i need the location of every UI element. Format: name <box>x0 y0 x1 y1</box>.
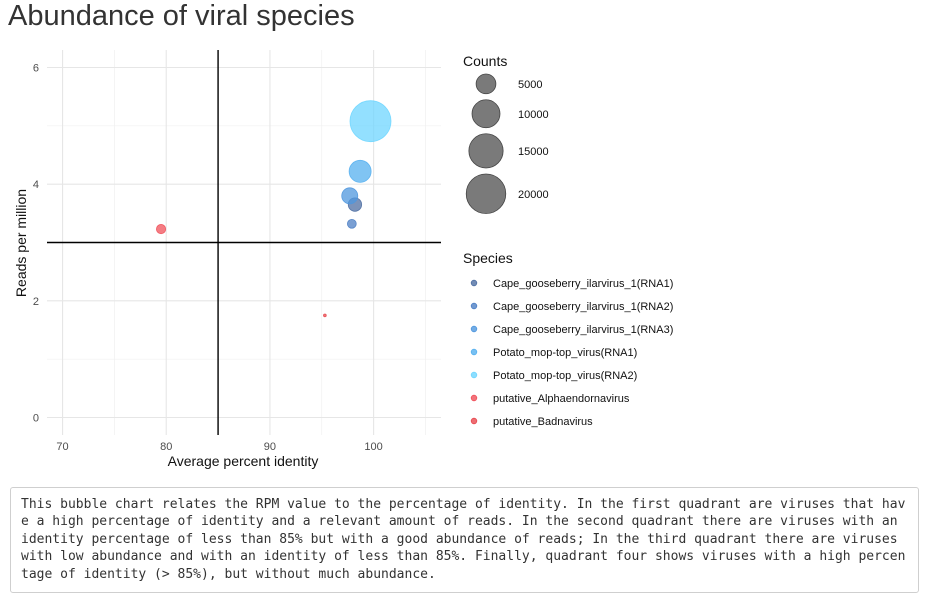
size-legend-label: 15000 <box>518 146 549 158</box>
size-legend-key <box>471 99 501 129</box>
size-legend-label: 5000 <box>518 79 542 91</box>
y-axis-ticks: 0 2 4 6 <box>33 63 39 425</box>
x-tick-label: 70 <box>56 441 68 453</box>
color-legend-label: Potato_mop-top_virus(RNA1) <box>493 347 637 359</box>
color-legend-title: Species <box>463 250 513 266</box>
y-axis-label: Reads per million <box>13 189 29 297</box>
color-legend-label: putative_Badnavirus <box>493 416 593 428</box>
size-legend-title: Counts <box>463 53 507 69</box>
y-tick-label: 0 <box>33 413 39 425</box>
y-tick-label: 2 <box>33 296 39 308</box>
color-legend-key <box>470 279 478 287</box>
color-legend-key <box>470 302 478 310</box>
color-legend: Cape_gooseberry_ilarvirus_1(RNA1) Cape_go… <box>470 278 673 428</box>
data-point <box>341 187 359 205</box>
x-tick-label: 80 <box>160 441 172 453</box>
color-legend-label: Cape_gooseberry_ilarvirus_1(RNA1) <box>493 278 673 290</box>
y-tick-label: 4 <box>33 179 39 191</box>
color-legend-key <box>470 348 478 356</box>
color-legend-label: Potato_mop-top_virus(RNA2) <box>493 370 637 382</box>
data-point <box>349 100 392 143</box>
chart-description: This bubble chart relates the RPM value … <box>10 487 919 593</box>
size-legend-label: 20000 <box>518 189 549 201</box>
color-legend-label: putative_Alphaendornavirus <box>493 393 630 405</box>
data-points <box>156 100 392 318</box>
y-tick-label: 6 <box>33 63 39 75</box>
x-tick-label: 90 <box>264 441 276 453</box>
color-legend-label: Cape_gooseberry_ilarvirus_1(RNA3) <box>493 324 673 336</box>
page-title: Abundance of viral species <box>8 0 355 32</box>
size-legend-key <box>465 173 507 214</box>
size-legend: 5000 10000 15000 20000 <box>465 73 549 214</box>
x-axis-label: Average percent identity <box>168 453 319 469</box>
size-legend-key <box>468 133 504 169</box>
size-legend-key <box>475 73 497 95</box>
data-point <box>323 313 327 318</box>
data-point <box>156 224 167 235</box>
size-legend-label: 10000 <box>518 109 549 121</box>
color-legend-key <box>470 394 478 402</box>
color-legend-key <box>470 417 478 425</box>
data-point <box>347 219 357 229</box>
color-legend-label: Cape_gooseberry_ilarvirus_1(RNA2) <box>493 301 673 313</box>
x-axis-ticks: 70 80 90 100 <box>56 441 382 453</box>
reference-lines <box>47 50 441 435</box>
color-legend-key <box>470 325 478 333</box>
data-point <box>348 159 372 183</box>
x-tick-label: 100 <box>364 441 382 453</box>
color-legend-key <box>470 371 478 379</box>
